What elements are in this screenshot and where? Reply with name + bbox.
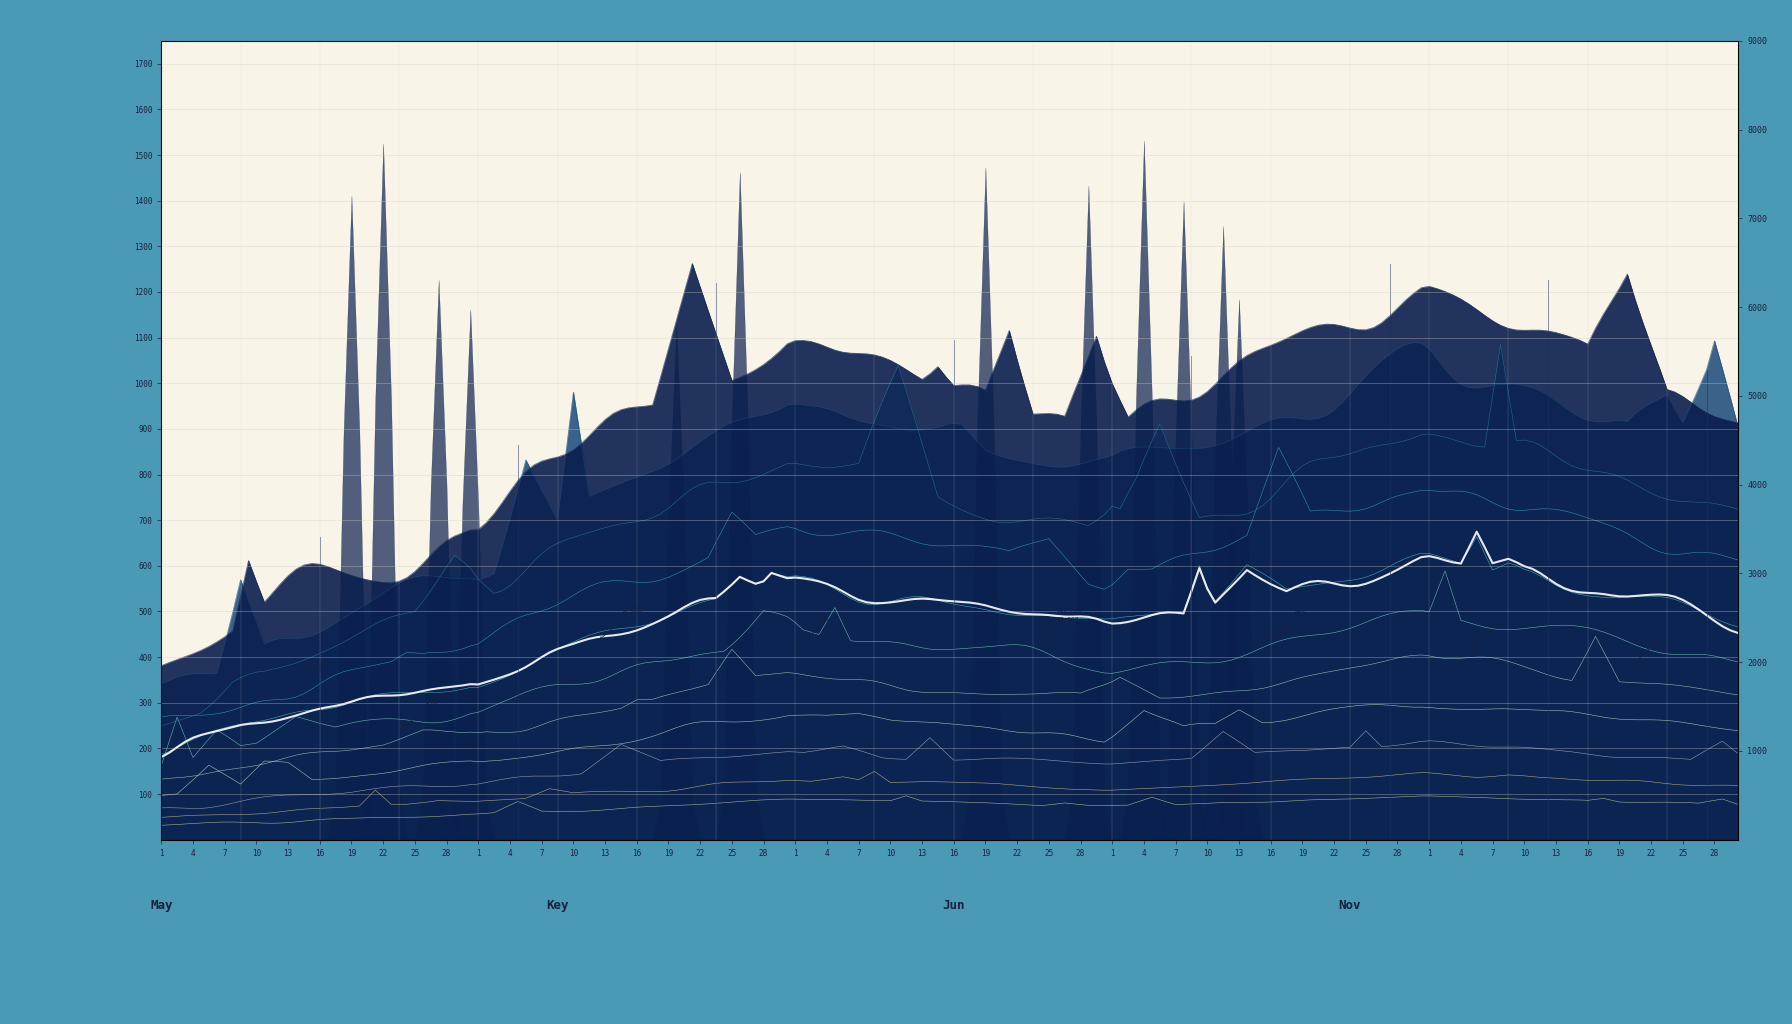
Text: BTC: BTC xyxy=(1631,639,1663,668)
Text: May: May xyxy=(151,899,172,912)
Text: BTC: BTC xyxy=(1274,610,1306,639)
Text: Key: Key xyxy=(547,899,568,912)
Text: BTC: BTC xyxy=(797,618,830,647)
Text: BTC/USD
14,000: BTC/USD 14,000 xyxy=(283,662,330,696)
Text: BTC 12k
-14k: BTC 12k -14k xyxy=(401,694,450,729)
Text: BTC/USD
20,000: BTC/USD 20,000 xyxy=(600,604,647,639)
Text: Jun: Jun xyxy=(943,899,964,912)
Text: Nov: Nov xyxy=(1339,899,1362,912)
Text: BTC: BTC xyxy=(1471,621,1503,649)
Text: BTC/USD
18,000: BTC/USD 18,000 xyxy=(1036,611,1082,646)
